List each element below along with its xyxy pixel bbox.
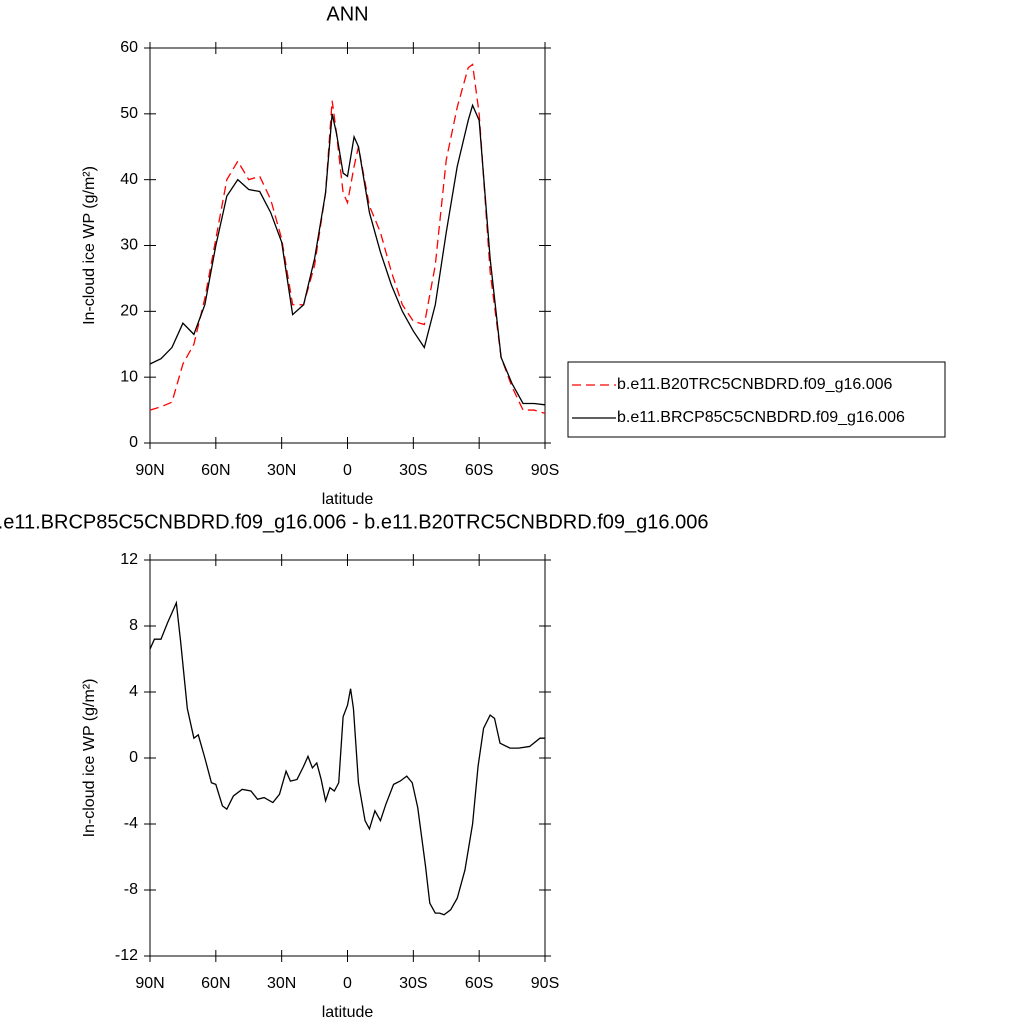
y-tick-label: -12	[115, 947, 138, 964]
chart-title: ANN	[326, 3, 368, 25]
y-tick-label: 30	[120, 237, 138, 254]
legend: b.e11.B20TRC5CNBDRD.f09_g16.006 b.e11.BRC…	[567, 361, 946, 438]
x-axis-label: latitude	[322, 1004, 374, 1021]
series-line	[149, 63, 546, 415]
legend-label: b.e11.B20TRC5CNBDRD.f09_g16.006	[617, 376, 893, 393]
x-tick-label: 60S	[465, 462, 493, 479]
y-tick-label: 10	[120, 368, 138, 385]
chart-title: b.e11.BRCP85C5CNBDRD.f09_g16.006 - b.e11…	[0, 511, 708, 533]
y-tick-label: 0	[129, 434, 138, 451]
y-tick-label: 60	[120, 39, 138, 56]
x-tick-label: 60S	[465, 975, 493, 992]
legend-label: b.e11.BRCP85C5CNBDRD.f09_g16.006	[617, 409, 905, 426]
x-axis-label: latitude	[322, 491, 374, 508]
x-tick-label: 30N	[267, 975, 296, 992]
y-tick-label: 4	[129, 683, 138, 700]
x-tick-label: 60N	[201, 975, 230, 992]
y-tick-label: -4	[124, 815, 138, 832]
x-tick-label: 30S	[399, 975, 427, 992]
x-tick-label: 90S	[531, 975, 559, 992]
series-line	[149, 103, 546, 406]
x-tick-label: 90N	[135, 975, 164, 992]
series-line	[149, 600, 545, 916]
x-tick-label: 30S	[399, 462, 427, 479]
plot-frame	[149, 47, 546, 444]
x-tick-label: 90N	[135, 462, 164, 479]
x-tick-label: 0	[343, 462, 352, 479]
y-axis-label: In-cloud ice WP (g/m²)	[81, 166, 98, 325]
y-tick-label: -8	[124, 881, 138, 898]
x-tick-label: 30N	[267, 462, 296, 479]
legend-box	[567, 361, 946, 438]
y-tick-label: 0	[129, 749, 138, 766]
y-tick-label: 8	[129, 617, 138, 634]
x-tick-label: 0	[343, 975, 352, 992]
y-tick-label: 40	[120, 171, 138, 188]
plot-frame	[149, 559, 546, 957]
y-tick-label: 50	[120, 105, 138, 122]
x-tick-label: 60N	[201, 462, 230, 479]
panel: b.e11.BRCP85C5CNBDRD.f09_g16.006 - b.e11…	[0, 511, 708, 1021]
y-tick-label: 12	[120, 551, 138, 568]
y-tick-label: 20	[120, 303, 138, 320]
panel: ANN latitude In-cloud ice WP (g/m²) 0 10 20 30…	[81, 3, 946, 508]
x-tick-label: 90S	[531, 462, 559, 479]
y-axis-label: In-cloud ice WP (g/m²)	[81, 679, 98, 838]
